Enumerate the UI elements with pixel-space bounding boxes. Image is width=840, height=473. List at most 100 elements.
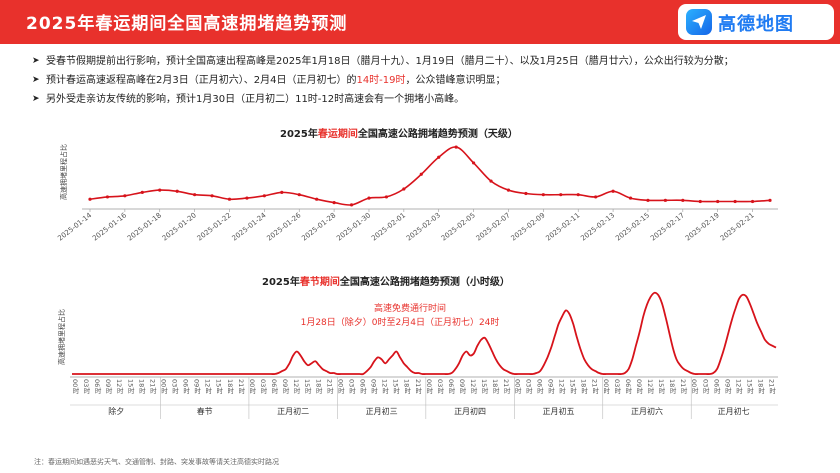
header-banner: 2025年春运期间全国高速拥堵趋势预测 高德地图 (0, 0, 840, 44)
daily-tick-label: 2025-02-19 (684, 211, 721, 242)
daily-point-2025-01-30 (367, 196, 371, 200)
daily-point-2025-01-27 (315, 197, 319, 201)
hourly-tick-label: 06时 (535, 379, 543, 394)
hourly-tick-label: 15时 (657, 379, 665, 394)
daily-congestion-chart: 高速拥堵里程占比2025-01-142025-01-162025-01-1820… (56, 144, 778, 243)
daily-title-pre: 2025年 (280, 129, 318, 140)
daily-series-line (89, 146, 771, 206)
daily-point-2025-02-15 (646, 198, 650, 202)
hourly-tick-label: 18时 (314, 379, 322, 394)
hourly-tick-label: 21时 (414, 379, 422, 394)
daily-point-2025-01-20 (193, 193, 197, 197)
daily-point-2025-01-15 (105, 195, 110, 199)
daily-tick-label: 2025-01-28 (300, 211, 337, 242)
finding-1-text: 受春节假期提前出行影响，预计全国高速出程高峰是2025年1月18日（腊月十九）、… (46, 56, 734, 67)
daily-tick-label: 2025-02-11 (544, 211, 581, 242)
daily-point-2025-01-25 (280, 190, 284, 194)
daily-tick-label: 2025-01-24 (231, 211, 268, 243)
hourly-tick-label: 09时 (193, 379, 201, 394)
finding-3: ➤ 另外受走亲访友传统的影响，预计1月30日（正月初二）11时-12时高速会有一… (32, 90, 734, 109)
hourly-tick-label: 15时 (303, 379, 311, 394)
hourly-tick-label: 06时 (447, 379, 455, 394)
bullet-arrow-icon: ➤ (32, 56, 40, 66)
hourly-tick-label: 06时 (624, 379, 632, 394)
hourly-tick-label: 00时 (513, 379, 521, 394)
hourly-tick-label: 12时 (558, 379, 566, 394)
hourly-tick-label: 12时 (734, 379, 742, 394)
hourly-tick-label: 00时 (425, 379, 433, 394)
hourly-tick-label: 06时 (358, 379, 366, 394)
hourly-tick-label: 15时 (480, 379, 488, 394)
hourly-tick-label: 03时 (259, 379, 267, 394)
daily-point-2025-02-02 (419, 172, 423, 176)
daily-tick-label: 2025-02-03 (405, 211, 442, 242)
daily-tick-label: 2025-02-15 (614, 211, 651, 242)
hourly-tick-label: 06时 (93, 379, 101, 394)
daily-tick-label: 2025-02-21 (719, 211, 756, 242)
daily-point-2025-01-14 (88, 197, 92, 201)
hourly-tick-label: 03时 (347, 379, 355, 394)
hourly-tick-label: 03时 (613, 379, 621, 394)
daily-tick-label: 2025-02-07 (475, 211, 512, 242)
daily-y-axis-label: 高速拥堵里程占比 (59, 144, 68, 200)
hourly-tick-label: 00时 (336, 379, 344, 394)
daily-point-2025-02-05 (471, 161, 476, 165)
hourly-annotation-line2: 1月28日（除夕）0时至2月4日（正月初七）24时 (301, 316, 500, 328)
hourly-tick-label: 15时 (569, 379, 577, 394)
daily-point-2025-02-22 (768, 198, 772, 202)
hourly-day-label: 正月初七 (718, 406, 750, 416)
daily-point-2025-01-18 (158, 188, 162, 192)
brand-logo: 高德地图 (678, 4, 834, 40)
hourly-tick-label: 21时 (591, 379, 599, 394)
daily-point-2025-02-18 (698, 199, 702, 204)
bullet-arrow-icon: ➤ (32, 94, 40, 104)
hourly-tick-label: 15时 (126, 379, 134, 394)
hourly-tick-label: 18时 (757, 379, 765, 394)
daily-point-2025-01-26 (297, 193, 301, 197)
hourly-tick-label: 18时 (580, 379, 588, 394)
daily-tick-label: 2025-02-17 (649, 211, 686, 242)
hourly-tick-label: 12时 (204, 379, 212, 394)
footnote: 注：春运期间如遇恶劣天气、交通管制、封路、突发事故等请关注高德实时路况 (34, 458, 279, 466)
hourly-tick-label: 00时 (602, 379, 610, 394)
hourly-tick-label: 18时 (668, 379, 676, 394)
brand-name: 高德地图 (718, 14, 794, 35)
send-arrow-icon (686, 9, 712, 35)
hourly-tick-label: 15时 (215, 379, 223, 394)
hourly-tick-label: 12时 (381, 379, 389, 394)
hourly-tick-label: 09时 (104, 379, 112, 394)
hourly-congestion-chart: 高速拥堵里程占比 高速免费通行时间 1月28日（除夕）0时至2月4日（正月初七）24… (57, 291, 778, 419)
daily-tick-label: 2025-02-13 (579, 211, 616, 242)
finding-1: ➤ 受春节假期提前出行影响，预计全国高速出程高峰是2025年1月18日（腊月十九… (32, 52, 734, 71)
daily-point-2025-01-24 (262, 194, 266, 198)
hourly-tick-label: 15时 (746, 379, 754, 394)
daily-point-2025-01-28 (332, 201, 336, 205)
hourly-tick-label: 21时 (237, 379, 245, 394)
daily-point-2025-01-16 (123, 194, 127, 198)
hourly-series-line (72, 291, 777, 376)
page-title: 2025年春运期间全国高速拥堵趋势预测 (26, 14, 348, 34)
hourly-tick-label: 18时 (226, 379, 234, 394)
daily-point-2025-01-21 (210, 194, 214, 198)
hourly-tick-label: 15时 (392, 379, 400, 394)
hourly-tick-label: 09时 (370, 379, 378, 394)
daily-point-2025-02-06 (489, 179, 493, 183)
hourly-tick-label: 21时 (679, 379, 687, 394)
hourly-title-pre: 2025年 (262, 277, 300, 288)
daily-tick-label: 2025-01-22 (196, 211, 233, 242)
hourly-chart-title: 2025年春节期间全国高速公路拥堵趋势预测（小时级） (262, 273, 510, 288)
daily-point-2025-02-20 (733, 199, 737, 204)
hourly-day-label: 正月初二 (277, 406, 309, 416)
daily-point-2025-02-12 (594, 195, 598, 199)
hourly-tick-label: 09时 (546, 379, 554, 394)
hourly-day-label: 正月初六 (631, 406, 663, 416)
daily-point-2025-02-11 (576, 193, 580, 197)
hourly-tick-label: 12时 (469, 379, 477, 394)
daily-point-2025-01-31 (384, 195, 389, 199)
hourly-tick-label: 00时 (159, 379, 167, 394)
daily-tick-label: 2025-02-05 (440, 211, 477, 242)
daily-point-2025-02-21 (750, 199, 755, 204)
finding-3-text: 另外受走亲访友传统的影响，预计1月30日（正月初二）11时-12时高速会有一个拥… (46, 94, 465, 105)
finding-2-text-pre: 预计春运高速返程高峰在2月3日（正月初六）、2月4日（正月初七）的 (46, 75, 357, 86)
finding-2-highlight: 14时-19时 (356, 75, 406, 86)
